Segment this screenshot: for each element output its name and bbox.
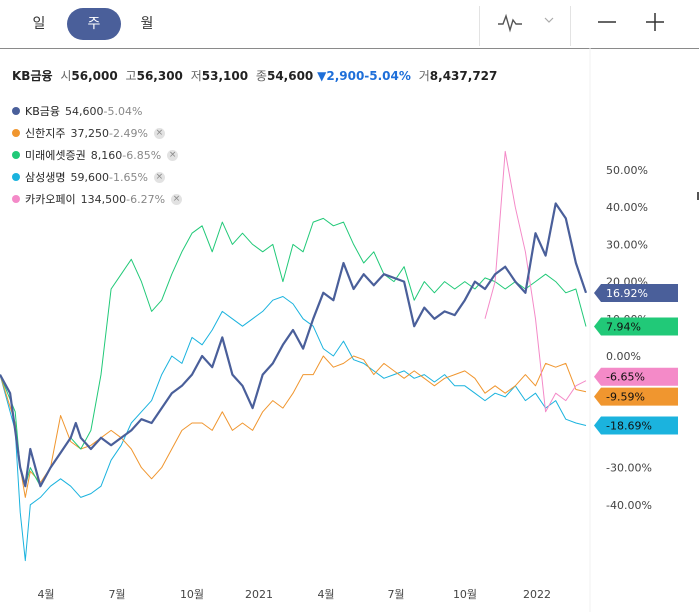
- legend-item[interactable]: 삼성생명 59,600 -1.65% ×: [12, 166, 182, 188]
- toolbar-divider: [479, 6, 480, 46]
- y-tick-label: -40.00%: [606, 499, 652, 512]
- end-tag-shape: [594, 317, 678, 336]
- change-pct: -5.04%: [364, 69, 411, 83]
- scrollbar-thumb[interactable]: [697, 192, 699, 200]
- end-tag-text: 7.94%: [606, 320, 641, 333]
- y-tick-label: -30.00%: [606, 462, 652, 475]
- remove-series-icon[interactable]: ×: [167, 149, 179, 161]
- x-tick-label: 7월: [108, 588, 125, 601]
- series-legend: KB금융 54,600 -5.04% 신한지주 37,250 -2.49% × 미래에셋증…: [12, 100, 183, 210]
- remove-series-icon[interactable]: ×: [171, 193, 183, 205]
- end-tag-shape: [594, 387, 678, 406]
- low-value: 53,100: [201, 69, 249, 83]
- chart-type-button[interactable]: [480, 0, 570, 48]
- legend-pct: -5.04%: [103, 104, 143, 118]
- series-line-4: [484, 150, 587, 413]
- volume-value: 8,437,727: [429, 69, 498, 83]
- end-value-tag: -9.59%: [594, 387, 678, 406]
- legend-color-dot: [12, 173, 20, 181]
- high-value: 56,300: [136, 69, 183, 83]
- open-label: 시: [60, 69, 72, 83]
- quote-summary: KB금융 시56,000 고56,300 저53,100 종54,600 ▼2,…: [12, 67, 497, 84]
- legend-name: 신한지주: [25, 127, 66, 140]
- x-tick-label: 2021: [245, 588, 273, 601]
- x-tick-label: 4월: [317, 588, 334, 601]
- series-line-0: [0, 202, 588, 488]
- end-value-tag: -18.69%: [594, 416, 678, 435]
- series-line-2: [0, 217, 587, 487]
- y-tick-label: 40.00%: [606, 201, 648, 214]
- x-tick-label: 10월: [180, 588, 204, 601]
- end-value-tag: -6.65%: [594, 367, 678, 386]
- zoom-out-button[interactable]: [590, 0, 624, 48]
- legend-pct: -6.85%: [122, 148, 162, 162]
- plus-icon: [646, 13, 664, 31]
- low-label: 저: [190, 69, 202, 83]
- end-tag-shape: [594, 284, 678, 303]
- x-tick-label: 2022: [523, 588, 551, 601]
- end-tag-shape: [594, 416, 678, 435]
- legend-name: 삼성생명: [25, 171, 66, 184]
- y-tick-label: 30.00%: [606, 238, 648, 251]
- legend-item[interactable]: 미래에셋증권 8,160 -6.85% ×: [12, 144, 182, 166]
- end-value-tag: 16.92%: [594, 284, 678, 303]
- legend-color-dot: [12, 151, 20, 159]
- legend-pct: -6.27%: [126, 192, 166, 206]
- end-tag-text: -18.69%: [606, 420, 652, 433]
- chevron-down-icon: [544, 17, 554, 23]
- legend-price: 37,250: [70, 126, 109, 140]
- remove-series-icon[interactable]: ×: [153, 171, 165, 183]
- quote-name: KB금융: [12, 69, 53, 83]
- close-value: 54,600: [266, 69, 314, 83]
- open-value: 56,000: [71, 69, 118, 83]
- close-label: 종: [255, 69, 267, 83]
- end-tag-text: -6.65%: [606, 371, 645, 384]
- legend-item[interactable]: KB금융 54,600 -5.04%: [12, 100, 182, 122]
- toolbar-divider: [570, 6, 571, 46]
- end-tag-text: 16.92%: [606, 287, 648, 300]
- legend-name: 미래에셋증권: [25, 149, 86, 162]
- x-tick-label: 4월: [37, 588, 54, 601]
- legend-price: 134,500: [80, 192, 127, 206]
- y-tick-label: 0.00%: [606, 350, 641, 363]
- legend-item[interactable]: 카카오페이 134,500 -6.27% ×: [12, 188, 183, 210]
- remove-series-icon[interactable]: ×: [153, 127, 165, 139]
- legend-color-dot: [12, 107, 20, 115]
- zoom-in-button[interactable]: [638, 0, 672, 48]
- end-value-tag: 7.94%: [594, 317, 678, 336]
- end-tag-text: -9.59%: [606, 391, 645, 404]
- end-tag-shape: [594, 367, 678, 386]
- change-value: ▼2,900: [317, 69, 365, 83]
- legend-price: 8,160: [90, 148, 123, 162]
- legend-price: 54,600: [65, 104, 104, 118]
- legend-pct: -2.49%: [108, 126, 148, 140]
- legend-color-dot: [12, 195, 20, 203]
- x-tick-label: 10월: [453, 588, 477, 601]
- high-label: 고: [125, 69, 137, 83]
- legend-pct: -1.65%: [108, 170, 148, 184]
- minus-icon: [598, 21, 616, 23]
- x-tick-label: 7월: [387, 588, 404, 601]
- series-line-3: [0, 296, 587, 562]
- tab-week[interactable]: 주: [67, 8, 121, 40]
- series-line-1: [0, 355, 587, 498]
- period-tabs: 일 주 월: [0, 0, 699, 49]
- legend-color-dot: [12, 129, 20, 137]
- legend-item[interactable]: 신한지주 37,250 -2.49% ×: [12, 122, 182, 144]
- legend-name: KB금융: [25, 105, 60, 118]
- tab-month[interactable]: 월: [140, 16, 154, 32]
- legend-price: 59,600: [70, 170, 109, 184]
- tab-day[interactable]: 일: [32, 16, 46, 32]
- volume-label: 거: [418, 69, 430, 83]
- line-chart-icon: [498, 13, 554, 33]
- y-tick-label: 50.00%: [606, 164, 648, 177]
- legend-name: 카카오페이: [25, 193, 76, 206]
